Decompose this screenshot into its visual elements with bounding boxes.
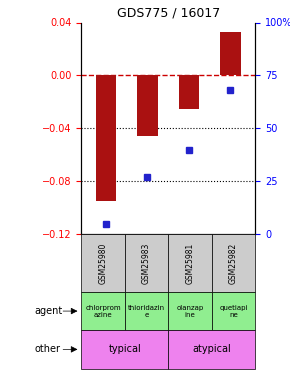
Text: chlorprom
azine: chlorprom azine <box>85 304 121 318</box>
Bar <box>81 330 168 369</box>
Bar <box>125 292 168 330</box>
Bar <box>81 234 125 292</box>
Text: GSM25980: GSM25980 <box>98 243 108 284</box>
Bar <box>137 75 158 136</box>
Bar <box>168 234 212 292</box>
Text: other: other <box>34 344 60 354</box>
Bar <box>212 292 255 330</box>
Title: GDS775 / 16017: GDS775 / 16017 <box>117 7 220 20</box>
Text: thioridazin
e: thioridazin e <box>128 304 165 318</box>
Bar <box>168 330 255 369</box>
Text: GSM25983: GSM25983 <box>142 243 151 284</box>
Text: typical: typical <box>108 344 141 354</box>
Bar <box>81 292 125 330</box>
Bar <box>168 292 212 330</box>
Text: olanzap
ine: olanzap ine <box>176 304 204 318</box>
Bar <box>125 234 168 292</box>
Bar <box>96 75 116 201</box>
Text: agent: agent <box>34 306 62 316</box>
Bar <box>220 32 241 75</box>
Bar <box>212 234 255 292</box>
Text: GSM25981: GSM25981 <box>185 243 195 284</box>
Text: GSM25982: GSM25982 <box>229 243 238 284</box>
Text: atypical: atypical <box>192 344 231 354</box>
Bar <box>179 75 199 109</box>
Text: quetiapi
ne: quetiapi ne <box>219 304 248 318</box>
